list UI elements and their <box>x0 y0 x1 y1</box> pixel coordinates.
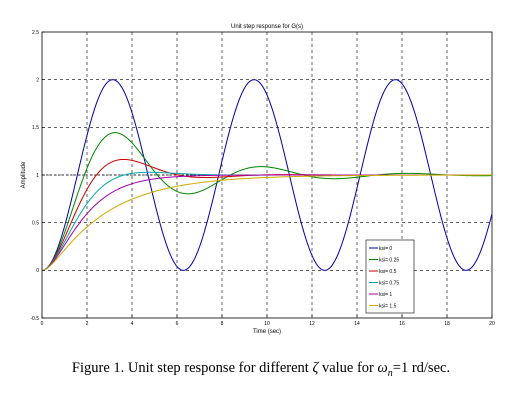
x-tick-label: 10 <box>264 321 270 327</box>
y-axis-label: Amplitude <box>21 161 27 188</box>
y-tick-label: 0.5 <box>32 220 39 226</box>
caption-omega: ω <box>377 360 388 376</box>
x-tick-label: 8 <box>221 321 224 327</box>
response-curves <box>41 79 493 271</box>
x-tick-label: 2 <box>86 321 89 327</box>
series-line <box>41 79 493 271</box>
x-tick-label: 18 <box>444 321 450 327</box>
caption-suffix: =1 rd/sec. <box>392 360 451 376</box>
legend: ksi= 0 ksi= 0.25 ksi= 0.5 ksi= 0.75 ksi= 1 ks… <box>365 239 415 314</box>
series-line <box>41 132 493 271</box>
grid-lines <box>42 32 492 318</box>
legend-label: ksi= 1.5 <box>379 303 397 309</box>
y-tick-label: 2 <box>36 77 39 83</box>
x-tick-label: 16 <box>399 321 405 327</box>
y-tick-label: 1 <box>36 173 39 179</box>
x-tick-label: 20 <box>489 321 495 327</box>
x-axis-label: Time (sec) <box>253 329 281 335</box>
y-tick-label: 2.5 <box>32 30 39 36</box>
x-tick-label: 0 <box>41 321 44 327</box>
y-tick-label: 0 <box>36 268 39 274</box>
x-tick-label: 4 <box>131 321 134 327</box>
y-tick-label: 1.5 <box>32 125 39 131</box>
legend-label: ksi= 0.5 <box>379 269 397 275</box>
y-axis-ticks: -0.5 0 0.5 1 1.5 2 2.5 <box>30 30 45 322</box>
x-tick-label: 14 <box>354 321 360 327</box>
series-line <box>41 174 492 271</box>
x-axis-ticks: 0 2 4 6 8 10 12 14 16 18 20 <box>41 315 495 327</box>
x-tick-label: 12 <box>309 321 315 327</box>
chart-title: Unit step response for G(s) <box>231 24 303 30</box>
legend-box <box>365 239 415 314</box>
x-tick-label: 6 <box>176 321 179 327</box>
legend-label: ksi= 0.75 <box>379 280 399 286</box>
figure-caption: Figure 1. Unit step response for differe… <box>0 360 522 379</box>
caption-omega-subscript: n <box>387 367 393 379</box>
caption-middle: value for <box>318 360 378 376</box>
y-tick-label: -0.5 <box>30 316 39 322</box>
legend-label: ksi= 0 <box>379 246 392 252</box>
caption-zeta: ζ <box>312 360 319 376</box>
legend-label: ksi= 0.25 <box>379 257 399 263</box>
legend-label: ksi= 1 <box>379 292 392 298</box>
caption-prefix: Figure 1. Unit step response for differe… <box>71 360 313 376</box>
